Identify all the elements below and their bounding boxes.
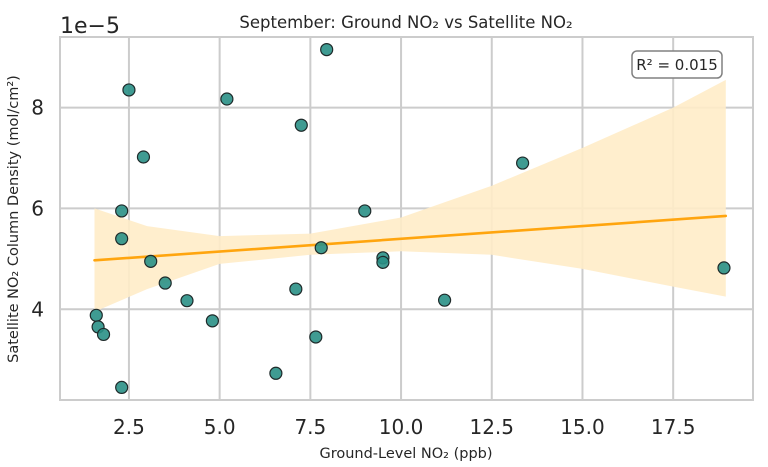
data-points: [89, 43, 731, 394]
data-point: [136, 150, 151, 164]
chart-title: September: Ground NO₂ vs Satellite NO₂: [239, 13, 572, 32]
confidence-band-layer: [94, 79, 726, 312]
y-tick-label: 8: [31, 96, 44, 120]
x-axis-ticks: 2.5 5.0 7.5 10.0 12.5 15.0 17.5: [113, 415, 695, 439]
x-tick-label: 15.0: [560, 415, 605, 439]
data-point: [96, 327, 111, 342]
data-point: [144, 254, 158, 268]
y-tick-label: 6: [31, 196, 44, 220]
x-tick-label: 7.5: [294, 415, 326, 439]
data-point: [516, 156, 530, 170]
regression-line-layer: [93, 214, 728, 262]
regression-line: [93, 214, 728, 262]
data-point: [289, 282, 303, 296]
data-point: [358, 204, 372, 218]
data-point: [205, 314, 219, 328]
data-point: [269, 366, 283, 380]
data-point: [437, 293, 452, 307]
r2-annotation: R² = 0.015: [631, 50, 723, 79]
data-point: [309, 330, 323, 344]
data-point: [376, 255, 390, 269]
x-tick-label: 12.5: [469, 415, 514, 439]
r2-annotation-text: R² = 0.015: [636, 56, 717, 74]
x-tick-label: 5.0: [204, 415, 236, 439]
data-point: [320, 43, 334, 57]
r2-annotation-box: [631, 50, 723, 79]
x-tick-label: 2.5: [113, 415, 145, 439]
data-point: [717, 261, 731, 275]
data-point: [115, 204, 129, 218]
data-point: [122, 83, 136, 97]
y-axis-ticks: 4 6 8: [31, 96, 44, 322]
data-point: [294, 118, 308, 132]
x-axis-label: Ground-Level NO₂ (ppb): [319, 446, 492, 462]
data-point: [89, 308, 103, 322]
data-point: [158, 276, 172, 290]
data-point: [115, 380, 129, 394]
y-offset-text: 1e−5: [60, 14, 120, 39]
x-tick-label: 17.5: [651, 415, 696, 439]
x-tick-label: 10.0: [379, 415, 424, 439]
data-point: [180, 294, 194, 308]
data-point: [314, 241, 328, 255]
data-point: [220, 92, 234, 106]
data-point: [115, 232, 129, 246]
confidence-band: [94, 79, 726, 312]
plot-area-frame: [59, 36, 754, 401]
y-tick-label: 4: [31, 297, 44, 321]
y-axis-label: Satellite NO₂ Column Density (mol/cm²): [6, 75, 22, 363]
